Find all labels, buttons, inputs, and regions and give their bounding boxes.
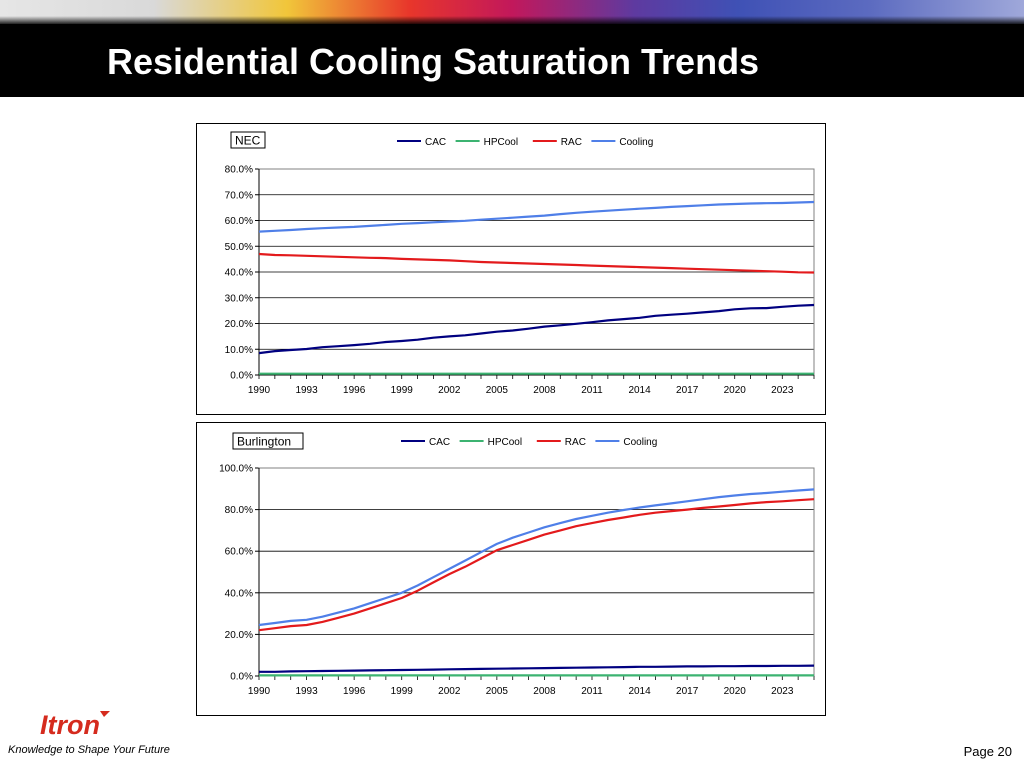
chart2-legend-item-hpcool: HPCool (459, 437, 522, 448)
chart2-legend-label-cac: CAC (429, 437, 450, 448)
chart2-x-tick-label: 1996 (343, 686, 366, 697)
chart1-x-tick-label: 1996 (343, 385, 366, 396)
chart1-x-tick-label: 1999 (391, 385, 414, 396)
chart1-y-tick-label: 60.0% (225, 216, 253, 227)
chart2-y-tick-label: 100.0% (219, 464, 253, 475)
chart2-title-box: Burlington (232, 432, 304, 450)
chart2-legend-item-cooling: Cooling (595, 437, 657, 448)
chart2-x-tick-label: 2020 (724, 686, 747, 697)
logo-accent-mark (100, 711, 110, 717)
chart1-legend-label-rac: RAC (561, 137, 582, 148)
chart-burlington-svg: Burlington CAC HPCool RAC Cooling 0.0% 20.0% 40… (219, 432, 815, 697)
itron-logo: Itron (40, 710, 110, 740)
header-bar: Residential Cooling Saturation Trends (0, 0, 1024, 97)
chart2-x-tick-label: 2017 (676, 686, 699, 697)
chart2-x-tick-label: 1990 (248, 686, 271, 697)
chart1-y-tick-label: 0.0% (230, 371, 253, 382)
chart2-x-tick-label: 2011 (581, 686, 603, 697)
chart2-x-tick-label: 1993 (295, 686, 318, 697)
chart1-series-line-cac (258, 303, 815, 355)
chart2-legend-label-rac: RAC (565, 437, 586, 448)
logo-wordmark: Itron (40, 710, 100, 740)
chart2-title: Burlington (237, 435, 291, 449)
chart1-x-tick-label: 1990 (248, 385, 271, 396)
header-strip-fade (0, 16, 1024, 24)
chart-nec: NEC CAC HPCool RAC Cooling 0.0% 10.0% 20.0% 30.0… (196, 123, 826, 415)
chart1-legend-label-cac: CAC (425, 137, 446, 148)
chart1-x-tick-label: 2020 (724, 385, 747, 396)
chart1-y-tick-label: 70.0% (225, 190, 253, 201)
chart1-y-tick-label: 80.0% (225, 165, 253, 176)
chart2-x-tick-label: 2014 (628, 686, 651, 697)
chart2-plot-area (258, 467, 815, 677)
chart1-y-tick-label: 20.0% (225, 319, 253, 330)
chart1-legend-item-cooling: Cooling (591, 137, 653, 148)
chart2-y-tick-label: 60.0% (225, 547, 253, 558)
chart1-series-line-cooling (258, 200, 815, 233)
chart1-x-tick-label: 2017 (676, 385, 699, 396)
chart1-series-line-rac (258, 252, 815, 274)
chart1-x-tick-label: 2014 (628, 385, 651, 396)
chart2-legend-item-cac: CAC (401, 437, 450, 448)
chart2-legend-label-hpcool: HPCool (488, 437, 522, 448)
chart1-x-tick-label: 2008 (533, 385, 556, 396)
chart2-x-tick-label: 2023 (771, 686, 794, 697)
chart2-x-tick-label: 2005 (486, 686, 509, 697)
chart2-series-line-cooling (258, 488, 815, 627)
chart-burlington: Burlington CAC HPCool RAC Cooling 0.0% 20.0% 40… (196, 422, 826, 716)
chart2-series-line-rac (258, 498, 815, 632)
chart1-y-tick-label: 30.0% (225, 293, 253, 304)
page-title: Residential Cooling Saturation Trends (107, 41, 760, 82)
tagline: Knowledge to Shape Your Future (8, 744, 170, 756)
chart2-x-tick-label: 2008 (533, 686, 556, 697)
chart2-y-tick-label: 20.0% (225, 630, 253, 641)
chart2-x-tick-label: 1999 (391, 686, 414, 697)
chart1-title-frame (230, 131, 266, 149)
chart1-legend-item-hpcool: HPCool (455, 137, 518, 148)
chart1-title-box: NEC (230, 131, 266, 149)
chart2-legend-item-rac: RAC (536, 437, 586, 448)
chart1-title: NEC (235, 134, 261, 148)
chart1-x-tick-label: 2011 (581, 385, 603, 396)
chart1-legend-label-hpcool: HPCool (484, 137, 518, 148)
chart1-legend-item-rac: RAC (532, 137, 582, 148)
page-number: Page 20 (963, 744, 1012, 759)
chart1-legend-item-cac: CAC (397, 137, 446, 148)
chart1-x-tick-label: 2002 (438, 385, 461, 396)
chart1-y-tick-label: 40.0% (225, 268, 253, 279)
chart1-y-tick-label: 50.0% (225, 242, 253, 253)
chart1-x-tick-label: 1993 (295, 385, 318, 396)
chart2-y-tick-label: 80.0% (225, 505, 253, 516)
chart1-x-tick-label: 2023 (771, 385, 794, 396)
chart-nec-svg: NEC CAC HPCool RAC Cooling 0.0% 10.0% 20.0% 30.0… (225, 131, 815, 396)
chart2-x-tick-label: 2002 (438, 686, 461, 697)
chart2-title-frame (232, 432, 304, 450)
chart1-legend-label-cooling: Cooling (619, 137, 653, 148)
chart1-x-tick-label: 2005 (486, 385, 509, 396)
chart2-series-line-cac (259, 664, 815, 673)
chart1-y-tick-label: 10.0% (225, 345, 253, 356)
chart2-y-tick-label: 40.0% (225, 588, 253, 599)
chart2-y-tick-label: 0.0% (230, 672, 253, 683)
chart2-legend-label-cooling: Cooling (623, 437, 657, 448)
